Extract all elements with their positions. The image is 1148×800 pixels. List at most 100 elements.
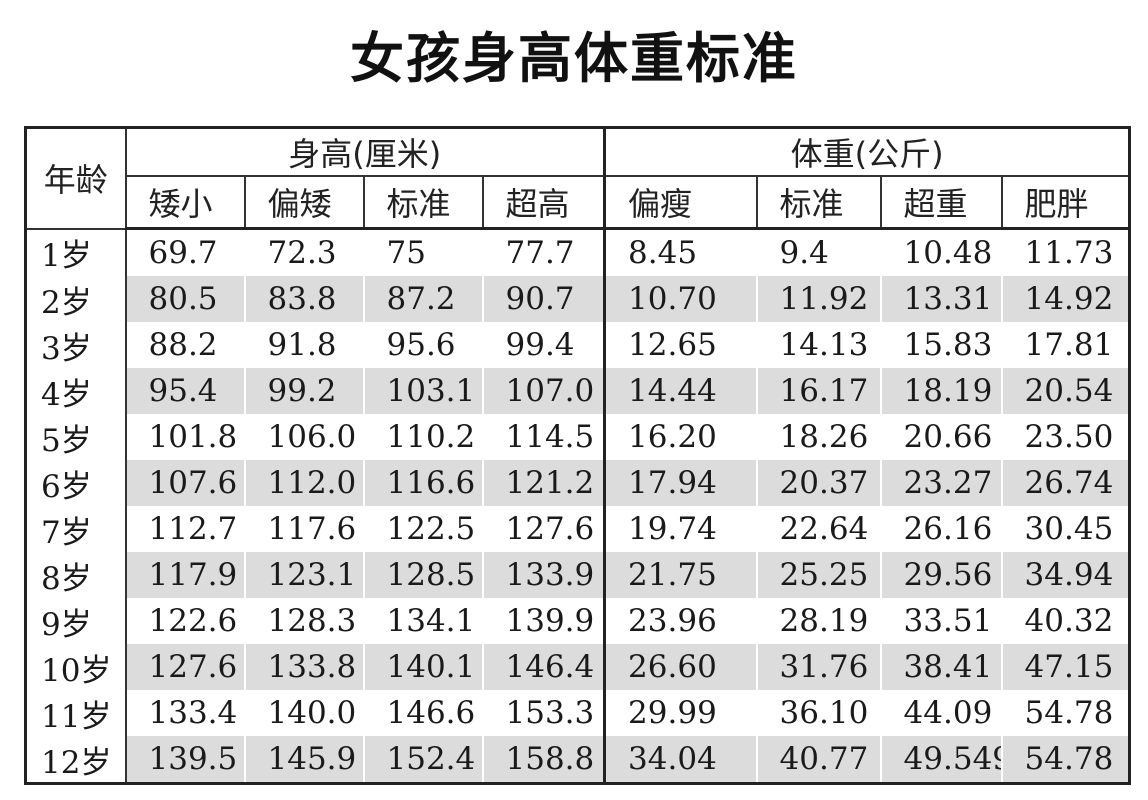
height-cell: 117.9	[124, 552, 246, 598]
weight-cell: 31.76	[755, 644, 882, 690]
age-cell: 5岁	[25, 414, 127, 460]
height-cell: 146.4	[481, 644, 607, 690]
table-row: 6岁 107.6 112.0 116.6 121.2 17.94 20.37 23.27 26.…	[25, 460, 1131, 506]
height-cell: 90.7	[481, 276, 607, 322]
age-cell: 10岁	[25, 644, 127, 690]
weight-cell: 10.48	[879, 228, 1003, 276]
height-cell: 112.0	[243, 460, 365, 506]
height-cell: 139.9	[481, 598, 607, 644]
height-cell: 95.4	[124, 368, 246, 414]
weight-cell: 23.27	[879, 460, 1003, 506]
weight-cell: 14.44	[603, 368, 758, 414]
height-cell: 133.4	[124, 690, 246, 736]
table-row: 2岁 80.5 83.8 87.2 90.7 10.70 11.92 13.31 14.92	[25, 276, 1131, 322]
header-sub-row: 矮小 偏矮 标准 超高 偏瘦 标准 超重 肥胖	[26, 175, 1131, 230]
height-cell: 127.6	[124, 644, 246, 690]
height-cell: 123.1	[243, 552, 365, 598]
age-column-header: 年龄	[24, 126, 127, 230]
weight-cell: 19.74	[603, 506, 758, 552]
table-row: 8岁 117.9 123.1 128.5 133.9 21.75 25.25 29.56 34.…	[25, 552, 1131, 598]
height-cell: 133.8	[243, 644, 365, 690]
height-cell: 99.2	[243, 368, 365, 414]
height-cell: 88.2	[124, 322, 246, 368]
height-cell: 103.1	[362, 368, 484, 414]
height-cell: 153.3	[481, 690, 607, 736]
weight-cell: 15.83	[879, 322, 1003, 368]
age-cell: 3岁	[25, 322, 127, 368]
weight-cell: 21.75	[603, 552, 758, 598]
height-cell: 122.6	[124, 598, 246, 644]
weight-cell: 9.4	[755, 228, 882, 276]
age-cell: 7岁	[25, 506, 127, 552]
weight-cell: 11.73	[1000, 228, 1131, 276]
weight-cell: 11.92	[755, 276, 882, 322]
height-col-below: 偏矮	[243, 175, 365, 230]
height-cell: 114.5	[481, 414, 607, 460]
weight-cell: 23.50	[1000, 414, 1131, 460]
height-cell: 107.0	[481, 368, 607, 414]
height-cell: 145.9	[243, 736, 365, 784]
weight-col-standard: 标准	[755, 175, 882, 230]
table-header: 年龄 身高(厘米) 体重(公斤) 矮小 偏矮 标准 超高 偏瘦 标准 超重 肥胖	[24, 126, 1131, 230]
weight-cell: 17.81	[1000, 322, 1131, 368]
weight-col-obese: 肥胖	[1000, 175, 1131, 230]
weight-cell: 26.74	[1000, 460, 1131, 506]
weight-cell: 28.19	[755, 598, 882, 644]
weight-cell: 33.51	[879, 598, 1003, 644]
weight-cell: 20.37	[755, 460, 882, 506]
weight-col-thin: 偏瘦	[603, 175, 758, 230]
height-weight-table: 年龄 身高(厘米) 体重(公斤) 矮小 偏矮 标准 超高 偏瘦 标准 超重 肥胖…	[24, 126, 1132, 785]
table-row: 3岁 88.2 91.8 95.6 99.4 12.65 14.13 15.83 17.81	[25, 322, 1131, 368]
height-cell: 77.7	[481, 228, 607, 276]
height-cell: 139.5	[124, 736, 246, 784]
page-title: 女孩身高体重标准	[350, 27, 798, 90]
weight-cell: 17.94	[603, 460, 758, 506]
table-row: 12岁 139.5 145.9 152.4 158.8 34.04 40.77 49.549 5…	[25, 736, 1131, 784]
weight-cell: 20.54	[1000, 368, 1131, 414]
weight-cell: 47.15	[1000, 644, 1131, 690]
table-row: 9岁 122.6 128.3 134.1 139.9 23.96 28.19 33.51 40.…	[25, 598, 1131, 644]
weight-cell: 14.92	[1000, 276, 1131, 322]
height-cell: 117.6	[243, 506, 365, 552]
table-row: 10岁 127.6 133.8 140.1 146.4 26.60 31.76 38.41 47…	[25, 644, 1131, 690]
height-cell: 106.0	[243, 414, 365, 460]
weight-cell: 23.96	[603, 598, 758, 644]
height-cell: 107.6	[124, 460, 246, 506]
age-cell: 2岁	[25, 276, 127, 322]
age-cell: 11岁	[25, 690, 127, 736]
height-cell: 133.9	[481, 552, 607, 598]
weight-cell: 49.549	[879, 736, 1003, 784]
height-cell: 72.3	[243, 228, 365, 276]
weight-cell: 54.78	[1000, 736, 1131, 784]
weight-cell: 10.70	[603, 276, 758, 322]
height-col-standard: 标准	[362, 175, 484, 230]
weight-cell: 40.32	[1000, 598, 1131, 644]
weight-cell: 18.26	[755, 414, 882, 460]
height-col-short: 矮小	[124, 175, 246, 230]
weight-cell: 36.10	[755, 690, 882, 736]
height-cell: 112.7	[124, 506, 246, 552]
weight-cell: 30.45	[1000, 506, 1131, 552]
height-cell: 122.5	[362, 506, 484, 552]
height-cell: 128.3	[243, 598, 365, 644]
weight-cell: 13.31	[879, 276, 1003, 322]
height-cell: 83.8	[243, 276, 365, 322]
height-cell: 158.8	[481, 736, 607, 784]
height-cell: 140.0	[243, 690, 365, 736]
height-cell: 116.6	[362, 460, 484, 506]
height-cell: 99.4	[481, 322, 607, 368]
age-cell: 12岁	[25, 736, 127, 784]
weight-col-overweight: 超重	[879, 175, 1003, 230]
height-col-tall: 超高	[481, 175, 607, 230]
table-row: 4岁 95.4 99.2 103.1 107.0 14.44 16.17 18.19 20.54	[25, 368, 1131, 414]
weight-cell: 54.78	[1000, 690, 1131, 736]
height-cell: 110.2	[362, 414, 484, 460]
weight-group-header: 体重(公斤)	[603, 126, 1131, 177]
height-cell: 101.8	[124, 414, 246, 460]
height-cell: 146.6	[362, 690, 484, 736]
table-body: 1岁 69.7 72.3 75 77.7 8.45 9.4 10.48 11.73 2岁 80.5 8…	[25, 228, 1131, 784]
age-cell: 8岁	[25, 552, 127, 598]
height-cell: 75	[362, 228, 484, 276]
table-row: 1岁 69.7 72.3 75 77.7 8.45 9.4 10.48 11.73	[25, 228, 1131, 276]
weight-cell: 38.41	[879, 644, 1003, 690]
